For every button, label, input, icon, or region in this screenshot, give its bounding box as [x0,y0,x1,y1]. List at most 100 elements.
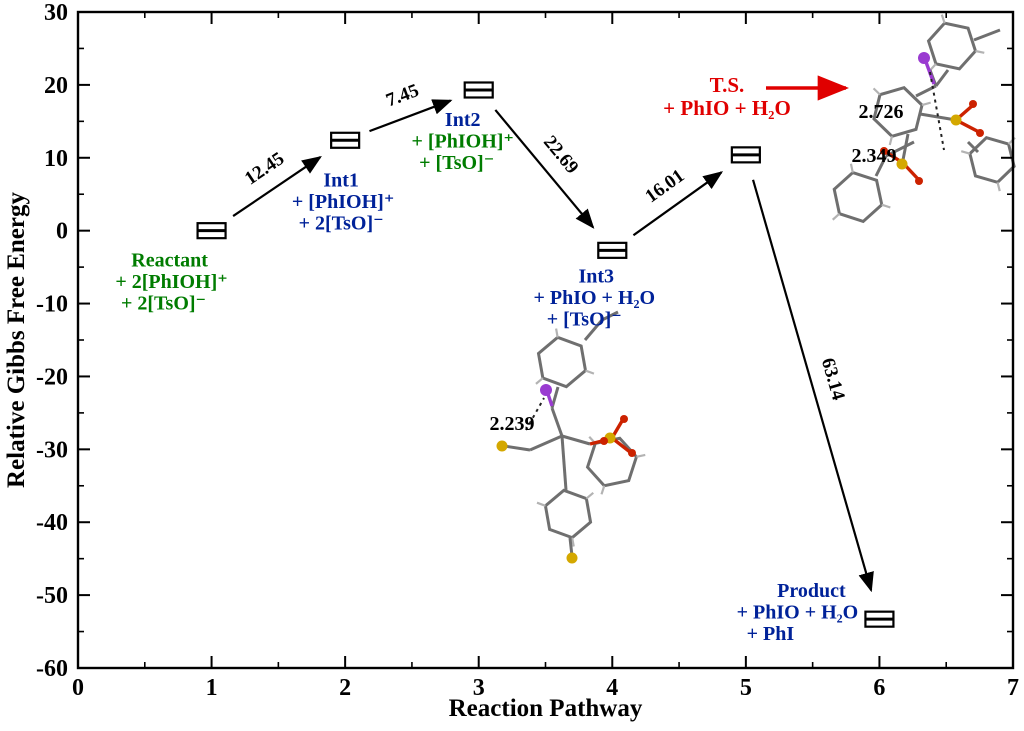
hydrogen-stick [888,135,894,146]
ts-annotation-line: + PhIO + H₂O [663,96,791,120]
hydrogen-stick [536,501,546,507]
x-axis-ticks: 0 1 2 3 4 5 6 7 [72,12,1019,701]
atom-sphere [915,177,923,185]
level-label-Int1: + [PhIOH]⁺ [292,191,395,213]
bond-stick [601,310,619,322]
bond-stick [529,434,563,452]
hydrogen-stick [535,377,544,385]
hydrogen-stick [849,163,854,173]
level-label-Int2: + [PhIOH]⁺ [411,130,514,152]
step-arrow [232,155,322,218]
atom-sphere [620,415,628,423]
level-label-Reactant: + 2[PhIOH]⁺ [115,271,228,293]
atom-sphere [950,114,962,126]
benzene-ring [536,335,588,389]
y-axis-title: Relative Gibbs Free Energy [3,191,30,488]
y-tick-label: 0 [56,219,68,245]
x-tick-label: 3 [473,675,485,701]
hydrogen-stick [585,491,594,500]
benzene-ring [543,488,593,540]
y-tick-label: -20 [36,364,68,390]
benzene-ring [832,170,884,224]
level-labels: Reactant+ 2[PhIOH]⁺+ 2[TsO]⁻Int1+ [PhIOH… [115,109,858,645]
bond-stick [973,28,1001,42]
int3-molecule-illustration [496,310,646,564]
x-tick-label: 5 [740,675,752,701]
bond-stick [550,407,564,437]
step-arrow [494,109,595,229]
y-tick-label: -50 [36,583,68,609]
y-tick-label: 10 [44,146,68,172]
x-tick-label: 7 [1007,675,1019,701]
benzene-ring [968,136,1016,184]
ts-annotation-line: T.S. [710,73,745,97]
atom-sphere [628,449,636,457]
energy-levels [196,81,895,628]
hydrogen-stick [960,150,971,155]
step-arrow [369,99,453,133]
level-label-Reactant: + 2[TsO]⁻ [121,293,206,315]
hydrogen-stick [872,87,881,96]
hetero-bond-stick [589,439,603,446]
bond-distance-label: 2.239 [490,413,535,435]
level-label-Int1: Int1 [323,169,359,191]
bond-stick [934,69,950,87]
level-label-Int1: + 2[TsO]⁻ [299,212,384,234]
benzene-ring [585,436,639,488]
bond-stick [560,435,568,491]
x-tick-label: 6 [873,675,885,701]
level-label-Int3: + PhIO + H₂O [533,287,655,309]
atom-sphere [566,552,578,564]
step-arrow [632,171,724,237]
y-tick-label: 30 [44,0,68,26]
x-axis-title: Reaction Pathway [449,695,643,722]
hydrogen-stick [636,453,646,458]
x-tick-label: 2 [339,675,351,701]
atom-sphere [918,52,930,64]
step-energy-label: 7.45 [383,80,422,111]
x-tick-label: 1 [206,675,218,701]
hydrogen-stick [940,14,946,24]
hetero-bond-stick [546,393,554,407]
atom-sphere [969,100,977,108]
y-tick-label: -30 [36,437,68,463]
hydrogen-stick [881,203,891,209]
y-axis-ticks: -60 -50 -40 -30 -20 -10 0 10 20 30 [36,0,1013,682]
atom-sphere [976,129,984,137]
hydrogen-stick [831,212,841,221]
hydrogen-stick [585,369,595,375]
level-label-Reactant: Reactant [131,250,208,272]
benzene-ring [872,86,924,138]
x-tick-label: 0 [72,675,84,701]
level-label-Int2: + [TsO]⁻ [419,152,494,174]
bond-stick [503,444,531,452]
atom-sphere [540,384,552,396]
hydrogen-stick [600,485,606,495]
y-tick-label: 20 [44,73,68,99]
hydrogen-stick [921,101,931,107]
level-label-Int2: Int2 [445,109,481,131]
hydrogen-stick [571,537,575,547]
level-label-Product: + PhI [747,623,795,645]
atom-sphere [896,158,908,170]
bond-stick [583,319,604,341]
bond-stick [874,155,888,177]
hydrogen-stick [929,63,937,72]
x-tick-label: 4 [606,675,618,701]
level-label-Int3: + [TsO]⁻ [547,308,622,330]
atom-sphere [600,437,608,445]
step-energy-label: 63.14 [817,356,849,403]
atom-sphere [880,147,888,155]
level-label-Product: + PhIO + H₂O [737,602,859,624]
forming-bond-dashed-line [525,397,545,431]
benzene-ring [926,21,978,71]
y-tick-label: -40 [36,510,68,536]
y-tick-label: -10 [36,292,68,318]
level-label-Int3: Int3 [578,265,614,287]
bond-stick [919,112,957,122]
hydrogen-stick [975,49,985,54]
bond-stick [966,140,980,154]
